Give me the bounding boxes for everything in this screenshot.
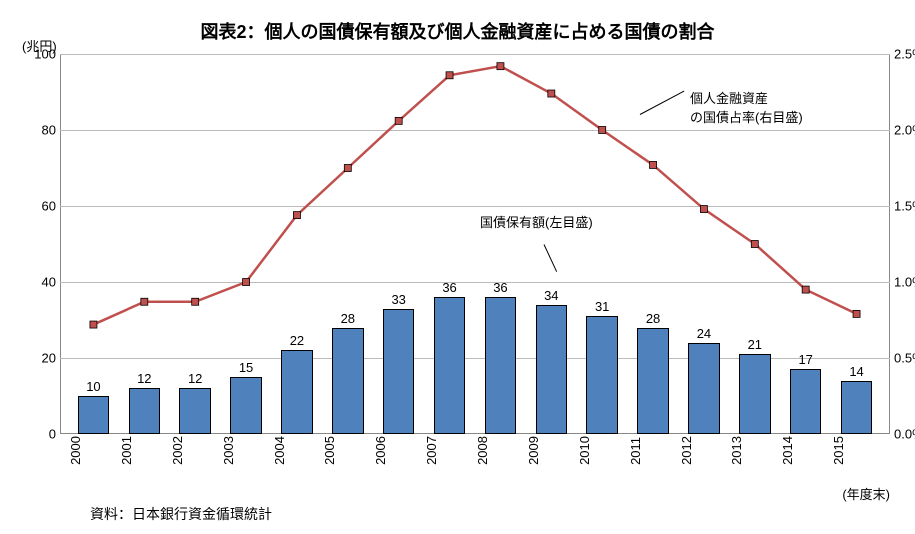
bar-value-label: 36 [442, 280, 456, 295]
x-tick-label: 2000 [68, 436, 119, 469]
bar-value-label: 31 [595, 299, 609, 314]
bar-value-label: 15 [239, 360, 253, 375]
x-tick-label: 2007 [424, 436, 475, 469]
bar-slot: 12 [119, 54, 170, 434]
bar [78, 396, 110, 434]
bar-slot: 34 [526, 54, 577, 434]
bar-slot: 28 [628, 54, 679, 434]
bar-value-label: 28 [646, 311, 660, 326]
bar [129, 388, 161, 434]
x-tick-label: 2013 [729, 436, 780, 469]
bar [586, 316, 618, 434]
line-series-annotation: 個人金融資産 の国債占率(右目盛) [690, 88, 803, 126]
x-tick-label: 2009 [526, 436, 577, 469]
bar-value-label: 28 [341, 311, 355, 326]
x-axis-labels: 2000200120022003200420052006200720082009… [60, 434, 890, 469]
y1-tick-label: 80 [16, 123, 56, 138]
x-axis-title: (年度末) [842, 484, 890, 503]
y1-tick-label: 60 [16, 199, 56, 214]
bar-value-label: 34 [544, 288, 558, 303]
y2-tick-label: 1.5% [894, 199, 915, 214]
bar-value-label: 17 [798, 352, 812, 367]
bar [281, 350, 313, 434]
bar [739, 354, 771, 434]
bar-slot: 22 [272, 54, 323, 434]
y1-tick-label: 20 [16, 351, 56, 366]
bar-slot: 33 [373, 54, 424, 434]
bar-slot: 36 [424, 54, 475, 434]
bar-slot: 15 [221, 54, 272, 434]
bar [536, 305, 568, 434]
bar [434, 297, 466, 434]
bar [332, 328, 364, 434]
line-annot-line2: の国債占率(右目盛) [690, 107, 803, 126]
y2-tick-label: 0.0% [894, 427, 915, 442]
bar [841, 381, 873, 434]
bar-series-annotation: 国債保有額(左目盛) [480, 212, 593, 231]
x-tick-label: 2003 [221, 436, 272, 469]
x-tick-label: 2001 [119, 436, 170, 469]
chart-title: 図表2：個人の国債保有額及び個人金融資産に占める国債の割合 [10, 18, 905, 44]
x-tick-label: 2005 [322, 436, 373, 469]
x-tick-label: 2012 [679, 436, 730, 469]
bar-value-label: 24 [697, 326, 711, 341]
x-tick-label: 2014 [780, 436, 831, 469]
y2-tick-label: 0.5% [894, 351, 915, 366]
bar-slot: 10 [68, 54, 119, 434]
y2-tick-label: 1.0% [894, 275, 915, 290]
bar-slot: 31 [577, 54, 628, 434]
source-text: 資料：日本銀行資金循環統計 [90, 504, 272, 524]
y1-tick-label: 0 [16, 427, 56, 442]
bar-slot: 28 [322, 54, 373, 434]
bar-value-label: 21 [748, 337, 762, 352]
bar [688, 343, 720, 434]
bar-slot: 12 [170, 54, 221, 434]
y1-tick-label: 100 [16, 47, 56, 62]
y2-tick-label: 2.0% [894, 123, 915, 138]
line-annot-line1: 個人金融資産 [690, 88, 803, 107]
bar [790, 369, 822, 434]
x-tick-label: 2004 [272, 436, 323, 469]
bar [383, 309, 415, 434]
chart-container: 図表2：個人の国債保有額及び個人金融資産に占める国債の割合 (兆円) 02040… [0, 0, 915, 534]
x-tick-label: 2011 [628, 436, 679, 469]
plot-area: 020406080100 0.0%0.5%1.0%1.5%2.0%2.5% 10… [60, 54, 890, 434]
bar-value-label: 12 [137, 371, 151, 386]
bar-slot: 36 [475, 54, 526, 434]
x-tick-label: 2008 [475, 436, 526, 469]
bar [485, 297, 517, 434]
bar-value-label: 12 [188, 371, 202, 386]
bar-value-label: 33 [391, 292, 405, 307]
x-tick-label: 2002 [170, 436, 221, 469]
bar-value-label: 14 [849, 364, 863, 379]
y1-tick-label: 40 [16, 275, 56, 290]
x-tick-label: 2010 [577, 436, 628, 469]
bar-value-label: 10 [86, 379, 100, 394]
bar-value-label: 22 [290, 333, 304, 348]
x-tick-label: 2015 [831, 436, 882, 469]
bar [637, 328, 669, 434]
bar [230, 377, 262, 434]
x-tick-label: 2006 [373, 436, 424, 469]
bar-value-label: 36 [493, 280, 507, 295]
bar [179, 388, 211, 434]
y2-tick-label: 2.5% [894, 47, 915, 62]
bar-slot: 14 [831, 54, 882, 434]
